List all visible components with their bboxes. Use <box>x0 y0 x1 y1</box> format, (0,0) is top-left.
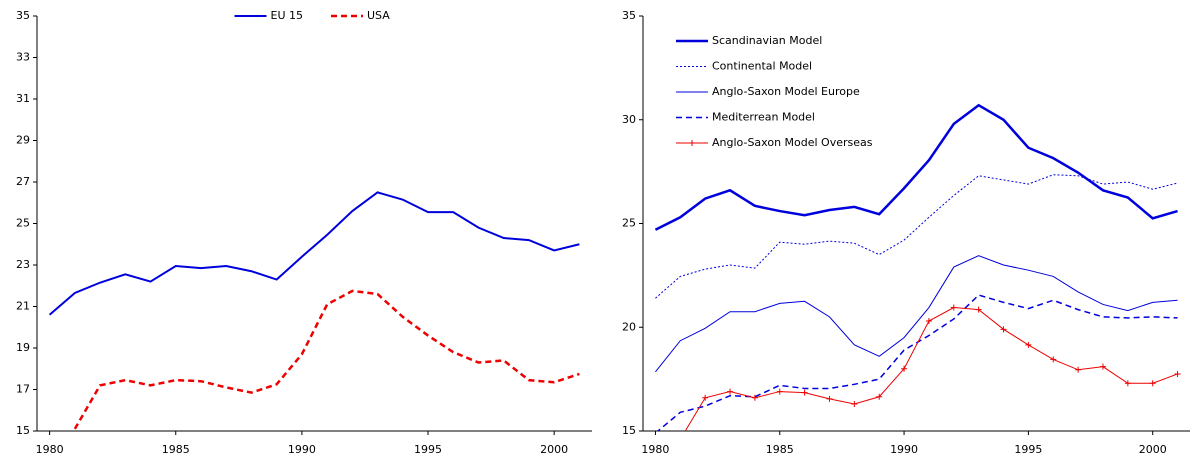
y-tick-label: 33 <box>16 51 30 64</box>
point-marker <box>876 393 883 400</box>
legend-label: Continental Model <box>712 60 812 73</box>
y-tick-label: 23 <box>16 258 30 271</box>
point-marker <box>751 394 758 401</box>
legend: Scandinavian Model Continental Model Anglo… <box>676 34 873 149</box>
y-tick-label: 35 <box>622 9 636 22</box>
point-marker <box>826 395 833 402</box>
x-tick-label: 1995 <box>414 443 442 456</box>
legend-label: USA <box>367 9 390 22</box>
y-tick-label: 20 <box>622 320 636 333</box>
x-tick-label: 1990 <box>288 443 316 456</box>
point-marker <box>677 436 683 442</box>
y-tick-label: 35 <box>16 9 30 22</box>
point-marker <box>1075 366 1082 373</box>
point-marker <box>901 365 908 372</box>
point-marker <box>1149 380 1156 387</box>
series-line <box>654 103 1178 231</box>
x-tick-label: 1985 <box>162 443 190 456</box>
x-tick-label: 2000 <box>1139 443 1167 456</box>
point-marker <box>1174 370 1181 377</box>
y-tick-label: 21 <box>16 300 30 313</box>
series-line <box>656 294 1178 431</box>
x-tick-label: 2000 <box>540 443 568 456</box>
point-marker <box>801 389 808 396</box>
plot-area <box>654 103 1181 442</box>
series-line <box>684 307 1178 431</box>
y-tick-label: 25 <box>16 217 30 230</box>
y-tick-label: 15 <box>622 424 636 437</box>
legend-label: Anglo-Saxon Model Overseas <box>712 136 873 149</box>
y-tick-label: 19 <box>16 341 30 354</box>
series-line <box>48 191 580 316</box>
legend-label: Scandinavian Model <box>712 34 822 47</box>
x-tick-label: 1980 <box>36 443 64 456</box>
legend-label: Anglo-Saxon Model Europe <box>712 85 860 98</box>
x-tick-label: 1995 <box>1014 443 1042 456</box>
chart: 15 20 25 30 35 1980 1985 1990 1995 2000 Scandinavi… <box>622 9 1190 456</box>
y-tick-label: 29 <box>16 134 30 147</box>
y-tick-label: 25 <box>622 217 636 230</box>
point-marker <box>776 388 783 395</box>
series-line <box>655 174 1178 299</box>
series-line <box>73 289 580 430</box>
y-tick-label: 31 <box>16 92 30 105</box>
point-marker <box>1124 380 1131 387</box>
legend-marker <box>689 140 695 146</box>
plot-area <box>48 191 580 430</box>
point-marker <box>975 306 982 313</box>
x-tick-label: 1990 <box>890 443 918 456</box>
y-tick-label: 30 <box>622 113 636 126</box>
point-marker <box>1025 341 1032 348</box>
point-marker <box>702 394 709 401</box>
point-marker <box>851 401 858 408</box>
y-tick-label: 17 <box>16 383 30 396</box>
point-marker <box>1000 326 1007 333</box>
legend: EU 15 USA <box>234 9 390 22</box>
point-marker <box>727 388 734 395</box>
series-line <box>655 255 1178 373</box>
legend-label: EU 15 <box>271 9 304 22</box>
x-tick-label: 1980 <box>641 443 669 456</box>
legend-label: Mediterrean Model <box>712 111 815 124</box>
y-tick-label: 15 <box>16 424 30 437</box>
point-marker <box>925 318 932 325</box>
point-marker <box>1099 363 1106 370</box>
point-marker <box>950 304 957 311</box>
point-marker <box>1050 356 1057 363</box>
chart: 15 17 19 21 23 25 27 29 31 33 35 1980 1985 1990 1995 20… <box>16 9 592 456</box>
x-tick-label: 1985 <box>766 443 794 456</box>
y-tick-label: 27 <box>16 175 30 188</box>
